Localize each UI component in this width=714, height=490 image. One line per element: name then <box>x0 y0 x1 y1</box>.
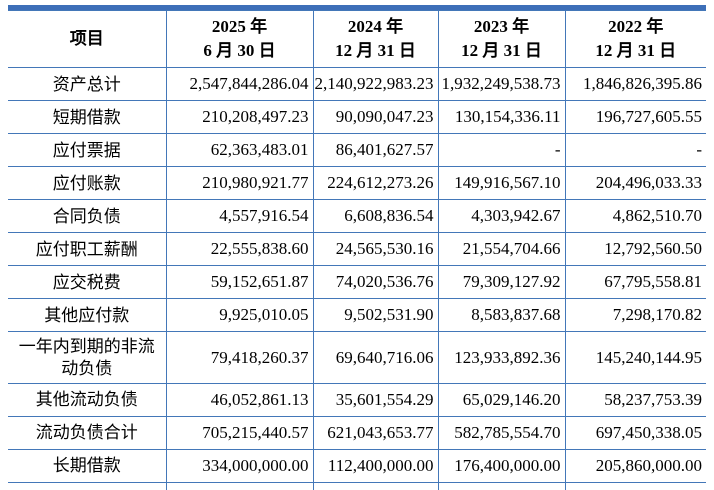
row-label: 应付账款 <box>8 166 166 201</box>
table-header: 项目 2025 年 6 月 30 日 2024 年 12 月 31 日 2023… <box>8 9 706 69</box>
header-period-2023: 2023 年 12 月 31 日 <box>437 9 565 69</box>
cell-value: 8,583,837.68 <box>437 298 565 333</box>
cell-value: 59,152,651.87 <box>165 265 313 300</box>
cell-value: 22,555,838.60 <box>165 232 313 267</box>
cell-value: 86,401,627.57 <box>312 133 438 168</box>
clipped-next-row <box>8 481 706 490</box>
table-row: 应付账款 210,980,921.77 224,612,273.26 149,9… <box>8 166 706 201</box>
cell-value: 4,303,942.67 <box>437 199 565 234</box>
cell-value: 74,020,536.76 <box>312 265 438 300</box>
cell-value: 145,240,144.95 <box>564 331 706 384</box>
row-label: 应交税费 <box>8 265 166 300</box>
cell-value: 205,860,000.00 <box>564 448 706 483</box>
cell-value: 12,792,560.50 <box>564 232 706 267</box>
cell-value: 130,154,336.11 <box>437 100 565 135</box>
cell-value: 2,547,844,286.04 <box>165 67 313 102</box>
row-label: 流动负债合计 <box>8 415 166 450</box>
cell-value: 4,557,916.54 <box>165 199 313 234</box>
cell-value: 35,601,554.29 <box>312 382 438 417</box>
table-row: 应付票据 62,363,483.01 86,401,627.57 - - <box>8 133 706 168</box>
header-item-label: 项目 <box>69 29 104 49</box>
row-label: 资产总计 <box>8 67 166 102</box>
cell-value: 621,043,653.77 <box>312 415 438 450</box>
table-row: 合同负债 4,557,916.54 6,608,836.54 4,303,942… <box>8 199 706 234</box>
header-row: 项目 2025 年 6 月 30 日 2024 年 12 月 31 日 2023… <box>8 9 706 69</box>
cell-value: 176,400,000.00 <box>437 448 565 483</box>
table-row: 短期借款 210,208,497.23 90,090,047.23 130,15… <box>8 100 706 135</box>
cell-value: 7,298,170.82 <box>564 298 706 333</box>
table-top-border <box>8 5 706 10</box>
header-date: 12 月 31 日 <box>335 41 416 61</box>
cell-value: 697,450,338.05 <box>564 415 706 450</box>
table-row: 应付职工薪酬 22,555,838.60 24,565,530.16 21,55… <box>8 232 706 267</box>
cell-value: 123,933,892.36 <box>437 331 565 384</box>
cell-value: 9,502,531.90 <box>312 298 438 333</box>
cell-value: - <box>437 133 565 168</box>
cell-value: 24,565,530.16 <box>312 232 438 267</box>
row-label: 其他应付款 <box>8 298 166 333</box>
table-row: 一年内到期的非流动负债 79,418,260.37 69,640,716.06 … <box>8 331 706 384</box>
table-row: 流动负债合计 705,215,440.57 621,043,653.77 582… <box>8 415 706 450</box>
row-label: 应付职工薪酬 <box>8 232 166 267</box>
cell-value: - <box>564 133 706 168</box>
cell-value: 9,925,010.05 <box>165 298 313 333</box>
cell-value: 67,795,558.81 <box>564 265 706 300</box>
cell-value: 334,000,000.00 <box>165 448 313 483</box>
header-year: 2024 年 <box>347 17 404 36</box>
cell-value: 582,785,554.70 <box>437 415 565 450</box>
header-year: 2022 年 <box>608 17 664 36</box>
row-label: 其他流动负债 <box>8 382 166 417</box>
table-row: 长期借款 334,000,000.00 112,400,000.00 176,4… <box>8 448 706 483</box>
header-item-column: 项目 <box>8 9 166 69</box>
table-body: 资产总计 2,547,844,286.04 2,140,922,983.23 1… <box>8 67 706 490</box>
header-date: 12 月 31 日 <box>461 41 542 61</box>
row-label: 长期借款 <box>8 448 166 483</box>
cell-value: 79,418,260.37 <box>165 331 313 384</box>
header-date: 6 月 30 日 <box>203 41 276 61</box>
cell-value: 65,029,146.20 <box>437 382 565 417</box>
cell-value: 224,612,273.26 <box>312 166 438 201</box>
cell-value: 90,090,047.23 <box>312 100 438 135</box>
header-year: 2025 年 <box>211 17 268 36</box>
cell-value: 210,980,921.77 <box>165 166 313 201</box>
cell-value: 149,916,567.10 <box>437 166 565 201</box>
cell-value: 210,208,497.23 <box>165 100 313 135</box>
cell-value: 21,554,704.66 <box>437 232 565 267</box>
table-row: 其他流动负债 46,052,861.13 35,601,554.29 65,02… <box>8 382 706 417</box>
header-date: 12 月 31 日 <box>595 41 677 61</box>
row-label: 合同负债 <box>8 199 166 234</box>
table-row: 资产总计 2,547,844,286.04 2,140,922,983.23 1… <box>8 67 706 102</box>
header-period-2024: 2024 年 12 月 31 日 <box>312 9 438 69</box>
cell-value: 2,140,922,983.23 <box>312 67 438 102</box>
header-period-2025: 2025 年 6 月 30 日 <box>165 9 313 69</box>
cell-value: 69,640,716.06 <box>312 331 438 384</box>
cell-value: 1,846,826,395.86 <box>564 67 706 102</box>
row-label: 短期借款 <box>8 100 166 135</box>
table-row: 应交税费 59,152,651.87 74,020,536.76 79,309,… <box>8 265 706 300</box>
cell-value: 1,932,249,538.73 <box>437 67 565 102</box>
cell-value: 46,052,861.13 <box>165 382 313 417</box>
header-year: 2023 年 <box>473 17 530 36</box>
cell-value: 4,862,510.70 <box>564 199 706 234</box>
cell-value: 58,237,753.39 <box>564 382 706 417</box>
cell-value: 204,496,033.33 <box>564 166 706 201</box>
header-period-2022: 2022 年 12 月 31 日 <box>564 9 706 69</box>
cell-value: 705,215,440.57 <box>165 415 313 450</box>
cell-value: 112,400,000.00 <box>312 448 438 483</box>
row-label: 一年内到期的非流动负债 <box>8 331 166 384</box>
financial-table: 项目 2025 年 6 月 30 日 2024 年 12 月 31 日 2023… <box>8 9 706 490</box>
table-row: 其他应付款 9,925,010.05 9,502,531.90 8,583,83… <box>8 298 706 333</box>
cell-value: 6,608,836.54 <box>312 199 438 234</box>
cell-value: 196,727,605.55 <box>564 100 706 135</box>
row-label: 应付票据 <box>8 133 166 168</box>
cell-value: 79,309,127.92 <box>437 265 565 300</box>
cell-value: 62,363,483.01 <box>165 133 313 168</box>
